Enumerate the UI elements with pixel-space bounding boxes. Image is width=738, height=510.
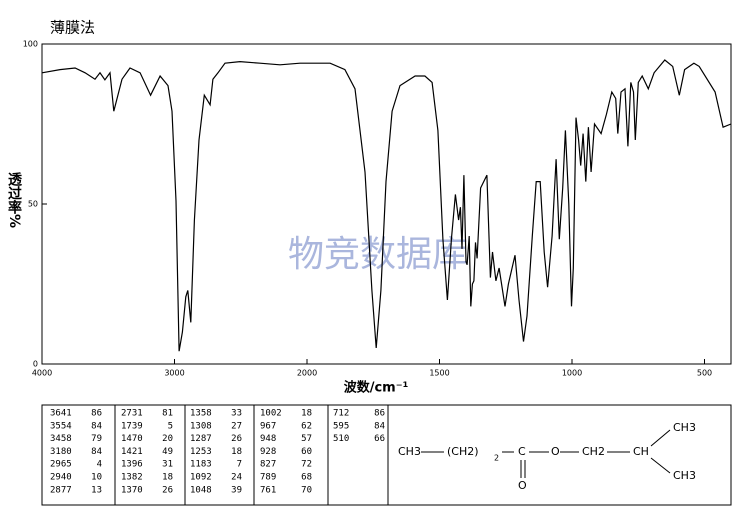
peak-transmittance: 4: [97, 460, 102, 470]
peak-wavenumber: 1287: [190, 434, 212, 444]
spectrum-line: [41, 59, 732, 352]
peak-wavenumber: 595: [333, 421, 349, 431]
peak-wavenumber: 2877: [50, 485, 72, 495]
peak-transmittance: 18: [301, 409, 312, 419]
peak-transmittance: 13: [91, 485, 102, 495]
atom: O: [551, 445, 560, 458]
peak-wavenumber: 1308: [190, 421, 212, 431]
atom: C: [518, 445, 526, 458]
atom: O: [518, 479, 527, 492]
peak-wavenumber: 1470: [121, 434, 143, 444]
peak-wavenumber: 1739: [121, 421, 143, 431]
x-tick-label: 500: [697, 369, 712, 378]
atom: CH: [633, 445, 649, 458]
peak-wavenumber: 1253: [190, 447, 212, 457]
peak-wavenumber: 3458: [50, 434, 72, 444]
peak-transmittance: 33: [231, 409, 242, 419]
y-axis-label: 透过率%: [6, 172, 22, 228]
peak-transmittance: 26: [162, 485, 173, 495]
x-tick-label: 2000: [297, 369, 317, 378]
x-tick-label: 3000: [164, 369, 184, 378]
x-tick-label: 4000: [32, 369, 52, 378]
peak-transmittance: 7: [237, 460, 242, 470]
peak-wavenumber: 3641: [50, 409, 72, 419]
peak-transmittance: 10: [91, 473, 102, 483]
peak-wavenumber: 3180: [50, 447, 72, 457]
peak-wavenumber: 1002: [260, 409, 282, 419]
peak-transmittance: 49: [162, 447, 173, 457]
peak-transmittance: 72: [301, 460, 312, 470]
peak-transmittance: 79: [91, 434, 102, 444]
y-tick-label: 100: [23, 40, 38, 49]
peak-transmittance: 81: [162, 409, 173, 419]
peak-wavenumber: 2965: [50, 460, 72, 470]
table-frame: [41, 404, 732, 506]
atom: CH3: [673, 469, 696, 482]
peak-transmittance: 31: [162, 460, 173, 470]
peak-wavenumber: 510: [333, 434, 349, 444]
peak-transmittance: 70: [301, 485, 312, 495]
peak-wavenumber: 1396: [121, 460, 143, 470]
atom: CH2: [582, 445, 605, 458]
peak-wavenumber: 2940: [50, 473, 72, 483]
peak-transmittance: 20: [162, 434, 173, 444]
peak-transmittance: 84: [91, 421, 102, 431]
x-tick-label: 1000: [562, 369, 582, 378]
peak-transmittance: 66: [374, 434, 385, 444]
structure-bonds: [421, 429, 671, 478]
peak-transmittance: 18: [162, 473, 173, 483]
watermark: 物竞数据库: [288, 234, 468, 275]
chart-title: 薄膜法: [50, 19, 95, 37]
peak-wavenumber: 1421: [121, 447, 143, 457]
peak-transmittance: 62: [301, 421, 312, 431]
plot-frame: [41, 43, 732, 365]
peak-wavenumber: 2731: [121, 409, 143, 419]
y-tick-label: 0: [33, 360, 38, 369]
peak-wavenumber: 789: [260, 473, 276, 483]
peak-transmittance: 39: [231, 485, 242, 495]
x-tick-label: 1500: [429, 369, 449, 378]
peak-transmittance: 24: [231, 473, 242, 483]
peak-transmittance: 68: [301, 473, 312, 483]
atom: (CH2): [447, 445, 479, 458]
peak-transmittance: 86: [91, 409, 102, 419]
x-axis-label: 波数/cm⁻¹: [344, 380, 409, 396]
structure: CH3 (CH2) 2 C O O CH2 CH CH3 CH3: [398, 421, 696, 492]
peak-transmittance: 84: [91, 447, 102, 457]
peak-transmittance: 26: [231, 434, 242, 444]
peak-transmittance: 5: [168, 421, 173, 431]
table-separators: [114, 405, 389, 505]
peak-wavenumber: 928: [260, 447, 276, 457]
peak-transmittance: 60: [301, 447, 312, 457]
atom: CH3: [398, 445, 421, 458]
peak-wavenumber: 3554: [50, 421, 72, 431]
atom: 2: [494, 454, 499, 463]
peak-wavenumber: 967: [260, 421, 276, 431]
peak-wavenumber: 827: [260, 460, 276, 470]
peak-wavenumber: 1358: [190, 409, 212, 419]
peak-wavenumber: 1048: [190, 485, 212, 495]
peak-transmittance: 86: [374, 409, 385, 419]
peak-transmittance: 57: [301, 434, 312, 444]
peak-wavenumber: 1092: [190, 473, 212, 483]
peak-wavenumber: 1183: [190, 460, 212, 470]
peak-transmittance: 18: [231, 447, 242, 457]
peak-wavenumber: 1382: [121, 473, 143, 483]
peak-wavenumber: 761: [260, 485, 276, 495]
peak-wavenumber: 1370: [121, 485, 143, 495]
atom: CH3: [673, 421, 696, 434]
peak-transmittance: 27: [231, 421, 242, 431]
peak-wavenumber: 712: [333, 409, 349, 419]
y-tick-label: 50: [28, 200, 38, 209]
peak-transmittance: 84: [374, 421, 385, 431]
peak-wavenumber: 948: [260, 434, 276, 444]
